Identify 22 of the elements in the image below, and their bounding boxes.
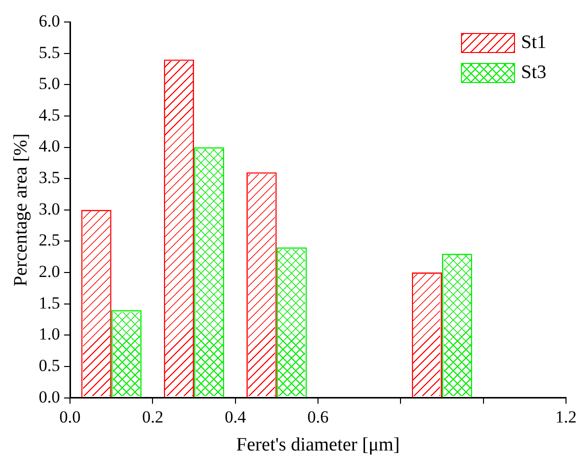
x-axis-title: Feret's diameter [μm] [236, 434, 400, 456]
y-tick-label: 2.5 [38, 230, 60, 250]
y-tick-label: 3.5 [38, 168, 60, 188]
y-tick-label: 4.0 [38, 136, 60, 156]
x-tick-label: 0.0 [59, 407, 81, 426]
legend-label: St3 [521, 62, 546, 84]
x-tick-label: 1.2 [555, 407, 577, 426]
y-tick-label: 1.5 [38, 293, 60, 312]
y-tick-label: 0.5 [38, 356, 60, 375]
y-tick-label: 4.5 [38, 105, 60, 124]
y-tick-label: 2.0 [38, 262, 60, 281]
y-tick-label: 6.0 [38, 11, 60, 30]
x-tick-label: 0.2 [142, 407, 164, 426]
y-tick-label: 1.0 [38, 324, 60, 344]
y-axis-title: Percentage area [%] [10, 133, 32, 286]
x-tick-label: 0.6 [307, 407, 329, 426]
y-tick-label: 3.0 [38, 199, 60, 218]
x-tick-label: 0.4 [224, 407, 246, 426]
y-tick-label: 5.5 [38, 42, 60, 62]
legend-label: St1 [521, 32, 546, 54]
y-tick-label: 5.0 [38, 74, 60, 94]
y-tick-label: 0.0 [38, 387, 60, 406]
